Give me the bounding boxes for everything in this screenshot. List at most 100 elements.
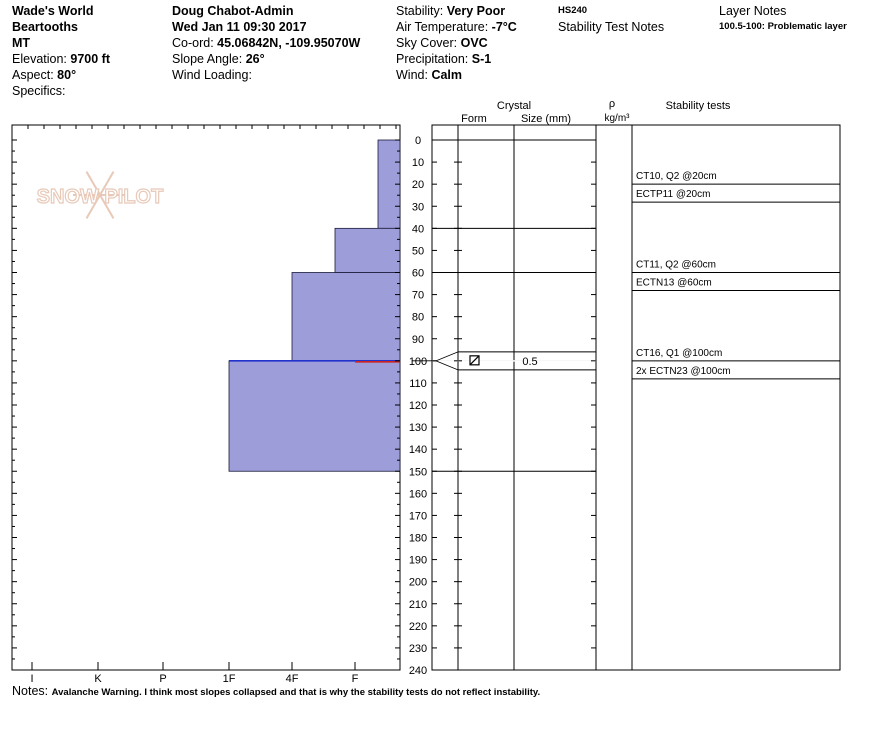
observation-datetime: Wed Jan 11 09:30 2017 bbox=[172, 20, 307, 34]
hardness-tick-label: P bbox=[159, 673, 166, 685]
snowpilot-watermark: SNOW PILOT bbox=[36, 171, 164, 219]
hardness-tick-label: 1F bbox=[223, 673, 236, 685]
test-notes-block: HS240 Stability Test Notes bbox=[558, 3, 664, 35]
snowflake-arm bbox=[85, 194, 101, 219]
crystal-size-value: 0.5 bbox=[522, 356, 537, 368]
depth-tick-label: 140 bbox=[409, 444, 427, 456]
hardness-layer bbox=[291, 272, 401, 362]
hardness-axis: I K P 1F 4F F bbox=[27, 125, 397, 685]
stability-test-result: ECTN13 @60cm bbox=[636, 278, 712, 289]
size-header: Size (mm) bbox=[521, 113, 571, 125]
coord-label: Co-ord: bbox=[172, 36, 214, 50]
depth-tick-label: 0 bbox=[415, 135, 421, 147]
layer-notes-block: Layer Notes 100.5-100: Problematic layer bbox=[719, 3, 847, 35]
location-block: Wade's World Beartooths MT Elevation: 97… bbox=[12, 3, 110, 99]
stability-test-result: 2x ECTN23 @100cm bbox=[636, 366, 731, 377]
depth-tick-label: 80 bbox=[412, 312, 424, 324]
hardness-layer bbox=[334, 227, 401, 273]
wind-loading-label: Wind Loading: bbox=[172, 68, 252, 82]
depth-tick-label: 60 bbox=[412, 268, 424, 280]
notes: Notes: Avalanche Warning. I think most s… bbox=[12, 684, 540, 698]
coord-value: 45.06842N, -109.95070W bbox=[217, 36, 361, 50]
density-unit: kg/m³ bbox=[605, 113, 631, 124]
stability-label: Stability: bbox=[396, 4, 444, 18]
hardness-tick-label: 4F bbox=[286, 673, 299, 685]
air-temp-value: -7°C bbox=[491, 20, 517, 34]
depth-tick-label: 180 bbox=[409, 533, 427, 545]
depth-tick-label: 110 bbox=[409, 378, 427, 390]
stability-test-result: ECTP11 @20cm bbox=[636, 189, 710, 200]
depth-tick-label: 150 bbox=[409, 466, 427, 478]
stability-test-result: CT11, Q2 @60cm bbox=[636, 260, 716, 271]
crystal-rows: 0.5 bbox=[469, 355, 538, 368]
data-frame bbox=[431, 124, 841, 671]
notes-label: Notes: bbox=[12, 684, 49, 698]
sky-label: Sky Cover: bbox=[396, 36, 458, 50]
faceted-square-icon bbox=[469, 355, 480, 366]
depth-tick-label: 100 bbox=[409, 356, 427, 368]
location-state: MT bbox=[12, 36, 31, 50]
wind-value: Calm bbox=[431, 68, 463, 82]
depth-tick-label: 200 bbox=[409, 577, 427, 589]
snowflake-arm bbox=[99, 194, 115, 219]
faceted-square-icon bbox=[469, 355, 480, 366]
conditions-block: Stability: Very Poor Air Temperature: -7… bbox=[396, 3, 517, 83]
precip-label: Precipitation: bbox=[396, 52, 469, 66]
location-range: Beartooths bbox=[12, 20, 78, 34]
location-name: Wade's World bbox=[12, 4, 94, 18]
aspect-value: 80° bbox=[57, 68, 77, 82]
slope-label: Slope Angle: bbox=[172, 52, 243, 66]
depth-tick-label: 50 bbox=[412, 245, 424, 257]
depth-tick-label: 20 bbox=[412, 179, 424, 191]
depth-tick-label: 190 bbox=[409, 555, 427, 567]
depth-tick-label: 240 bbox=[409, 665, 427, 677]
elevation-label: Elevation: bbox=[12, 52, 67, 66]
depth-tick-label: 40 bbox=[412, 223, 424, 235]
stability-tests-header: Stability tests bbox=[666, 100, 731, 112]
column-grid-lines bbox=[412, 125, 633, 670]
depth-tick-label: 90 bbox=[412, 334, 424, 346]
depth-tick-label: 210 bbox=[409, 599, 427, 611]
depth-tick-label: 10 bbox=[412, 157, 424, 169]
snowflake-arm bbox=[99, 171, 115, 196]
hs-value: HS240 bbox=[558, 5, 588, 16]
column-headers: Crystal Form Size (mm) ρ kg/m³ Stability test… bbox=[461, 98, 731, 125]
density-header: ρ bbox=[609, 98, 615, 110]
observer-block: Doug Chabot-Admin Wed Jan 11 09:30 2017 … bbox=[172, 3, 360, 83]
hardness-layer bbox=[228, 360, 401, 472]
elevation-value: 9700 ft bbox=[70, 52, 110, 66]
wind-label: Wind: bbox=[396, 68, 428, 82]
snowflake-arm bbox=[85, 171, 101, 196]
snowpilot-logo-text: SNOW PILOT bbox=[37, 186, 164, 208]
notes-text: Avalanche Warning. I think most slopes c… bbox=[51, 687, 541, 698]
hardness-tick-label: I bbox=[30, 673, 33, 685]
stability-value: Very Poor bbox=[446, 4, 506, 18]
precip-value: S-1 bbox=[471, 52, 492, 66]
slope-value: 26° bbox=[245, 52, 265, 66]
stability-test-notes-label: Stability Test Notes bbox=[558, 20, 665, 34]
hardness-layers bbox=[228, 139, 401, 472]
stability-tests: CT10, Q2 @20cm ECTP11 @20cm CT11, Q2 @60cm… bbox=[632, 171, 840, 380]
depth-tick-label: 220 bbox=[409, 621, 427, 633]
hardness-tick-label: K bbox=[94, 673, 102, 685]
layer-note: 100.5-100: Problematic layer bbox=[719, 21, 847, 32]
form-header: Form bbox=[461, 113, 487, 125]
stability-test-result: CT16, Q1 @100cm bbox=[636, 348, 722, 359]
stability-test-result: CT10, Q2 @20cm bbox=[636, 171, 717, 182]
depth-tick-label: 130 bbox=[409, 422, 427, 434]
air-temp-label: Air Temperature: bbox=[396, 20, 489, 34]
crystal-pointer bbox=[435, 360, 459, 371]
observer-name: Doug Chabot-Admin bbox=[172, 4, 294, 18]
layer-notes-label: Layer Notes bbox=[719, 4, 787, 18]
depth-axis: 0 10 20 30 40 50 60 70 80 90 100 110 120 130 140 150 160… bbox=[12, 135, 596, 677]
depth-tick-label: 120 bbox=[409, 400, 427, 412]
aspect-label: Aspect: bbox=[12, 68, 54, 82]
depth-tick-label: 160 bbox=[409, 488, 427, 500]
hardness-tick-label: F bbox=[352, 673, 359, 685]
sky-value: OVC bbox=[460, 36, 488, 50]
depth-tick-label: 170 bbox=[409, 510, 427, 522]
depth-tick-label: 30 bbox=[412, 201, 424, 213]
depth-tick-label: 230 bbox=[409, 643, 427, 655]
specifics-label: Specifics: bbox=[12, 84, 66, 98]
